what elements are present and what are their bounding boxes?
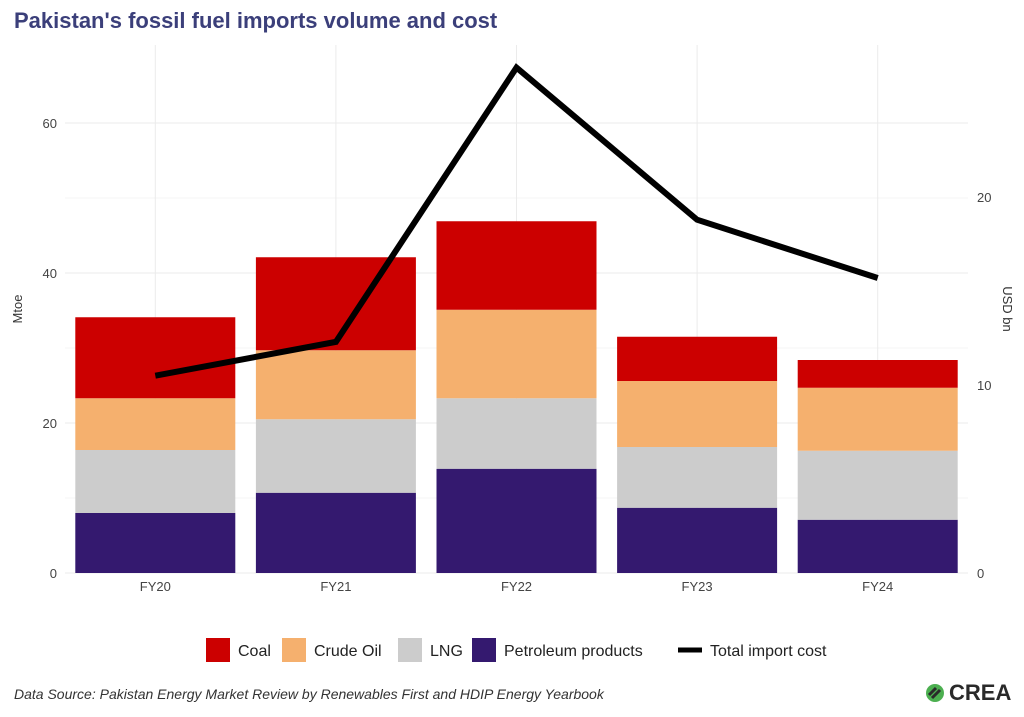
legend-swatch xyxy=(282,638,306,662)
y-axis-label: Mtoe xyxy=(10,295,25,324)
y2-axis-label: USD bn xyxy=(1000,286,1015,332)
legend-label: Coal xyxy=(238,643,271,660)
logo-text: CREA xyxy=(949,680,1012,705)
bar-crude-oil xyxy=(436,309,597,399)
y2-tick-label: 20 xyxy=(977,190,991,205)
y2-tick-label: 0 xyxy=(977,566,984,581)
bar-crude-oil xyxy=(797,387,958,451)
legend-label: Total import cost xyxy=(710,643,827,660)
bar-petroleum-products xyxy=(255,492,416,573)
bar-lng xyxy=(617,447,778,508)
bar-petroleum-products xyxy=(617,507,778,573)
chart-title: Pakistan's fossil fuel imports volume an… xyxy=(14,8,498,33)
legend-swatch xyxy=(206,638,230,662)
y-tick-label: 0 xyxy=(50,566,57,581)
bar-petroleum-products xyxy=(797,519,958,573)
bar-crude-oil xyxy=(75,398,236,450)
x-tick-label: FY24 xyxy=(862,579,893,594)
legend-swatch xyxy=(398,638,422,662)
y-tick-label: 60 xyxy=(43,116,57,131)
data-source: Data Source: Pakistan Energy Market Revi… xyxy=(14,686,604,702)
legend-label: Petroleum products xyxy=(504,643,643,660)
x-tick-label: FY21 xyxy=(320,579,351,594)
bar-crude-oil xyxy=(255,350,416,420)
bar-coal xyxy=(617,336,778,381)
crea-logo: CREA xyxy=(924,680,1011,706)
x-tick-label: FY20 xyxy=(140,579,171,594)
y-tick-label: 40 xyxy=(43,266,57,281)
legend-label: LNG xyxy=(430,643,463,660)
bar-lng xyxy=(797,450,958,520)
bar-petroleum-products xyxy=(75,513,236,573)
x-tick-label: FY23 xyxy=(682,579,713,594)
y-tick-label: 20 xyxy=(43,416,57,431)
bar-coal xyxy=(436,221,597,310)
bar-coal xyxy=(75,317,236,399)
bar-lng xyxy=(255,419,416,493)
bar-lng xyxy=(436,398,597,469)
legend-swatch xyxy=(472,638,496,662)
legend-label: Crude Oil xyxy=(314,643,382,660)
crea-logo-icon xyxy=(926,684,944,702)
y2-tick-label: 10 xyxy=(977,378,991,393)
bar-lng xyxy=(75,450,236,513)
bar-coal xyxy=(255,257,416,351)
bar-coal xyxy=(797,360,958,388)
bar-crude-oil xyxy=(617,381,778,447)
x-tick-label: FY22 xyxy=(501,579,532,594)
bar-petroleum-products xyxy=(436,468,597,573)
